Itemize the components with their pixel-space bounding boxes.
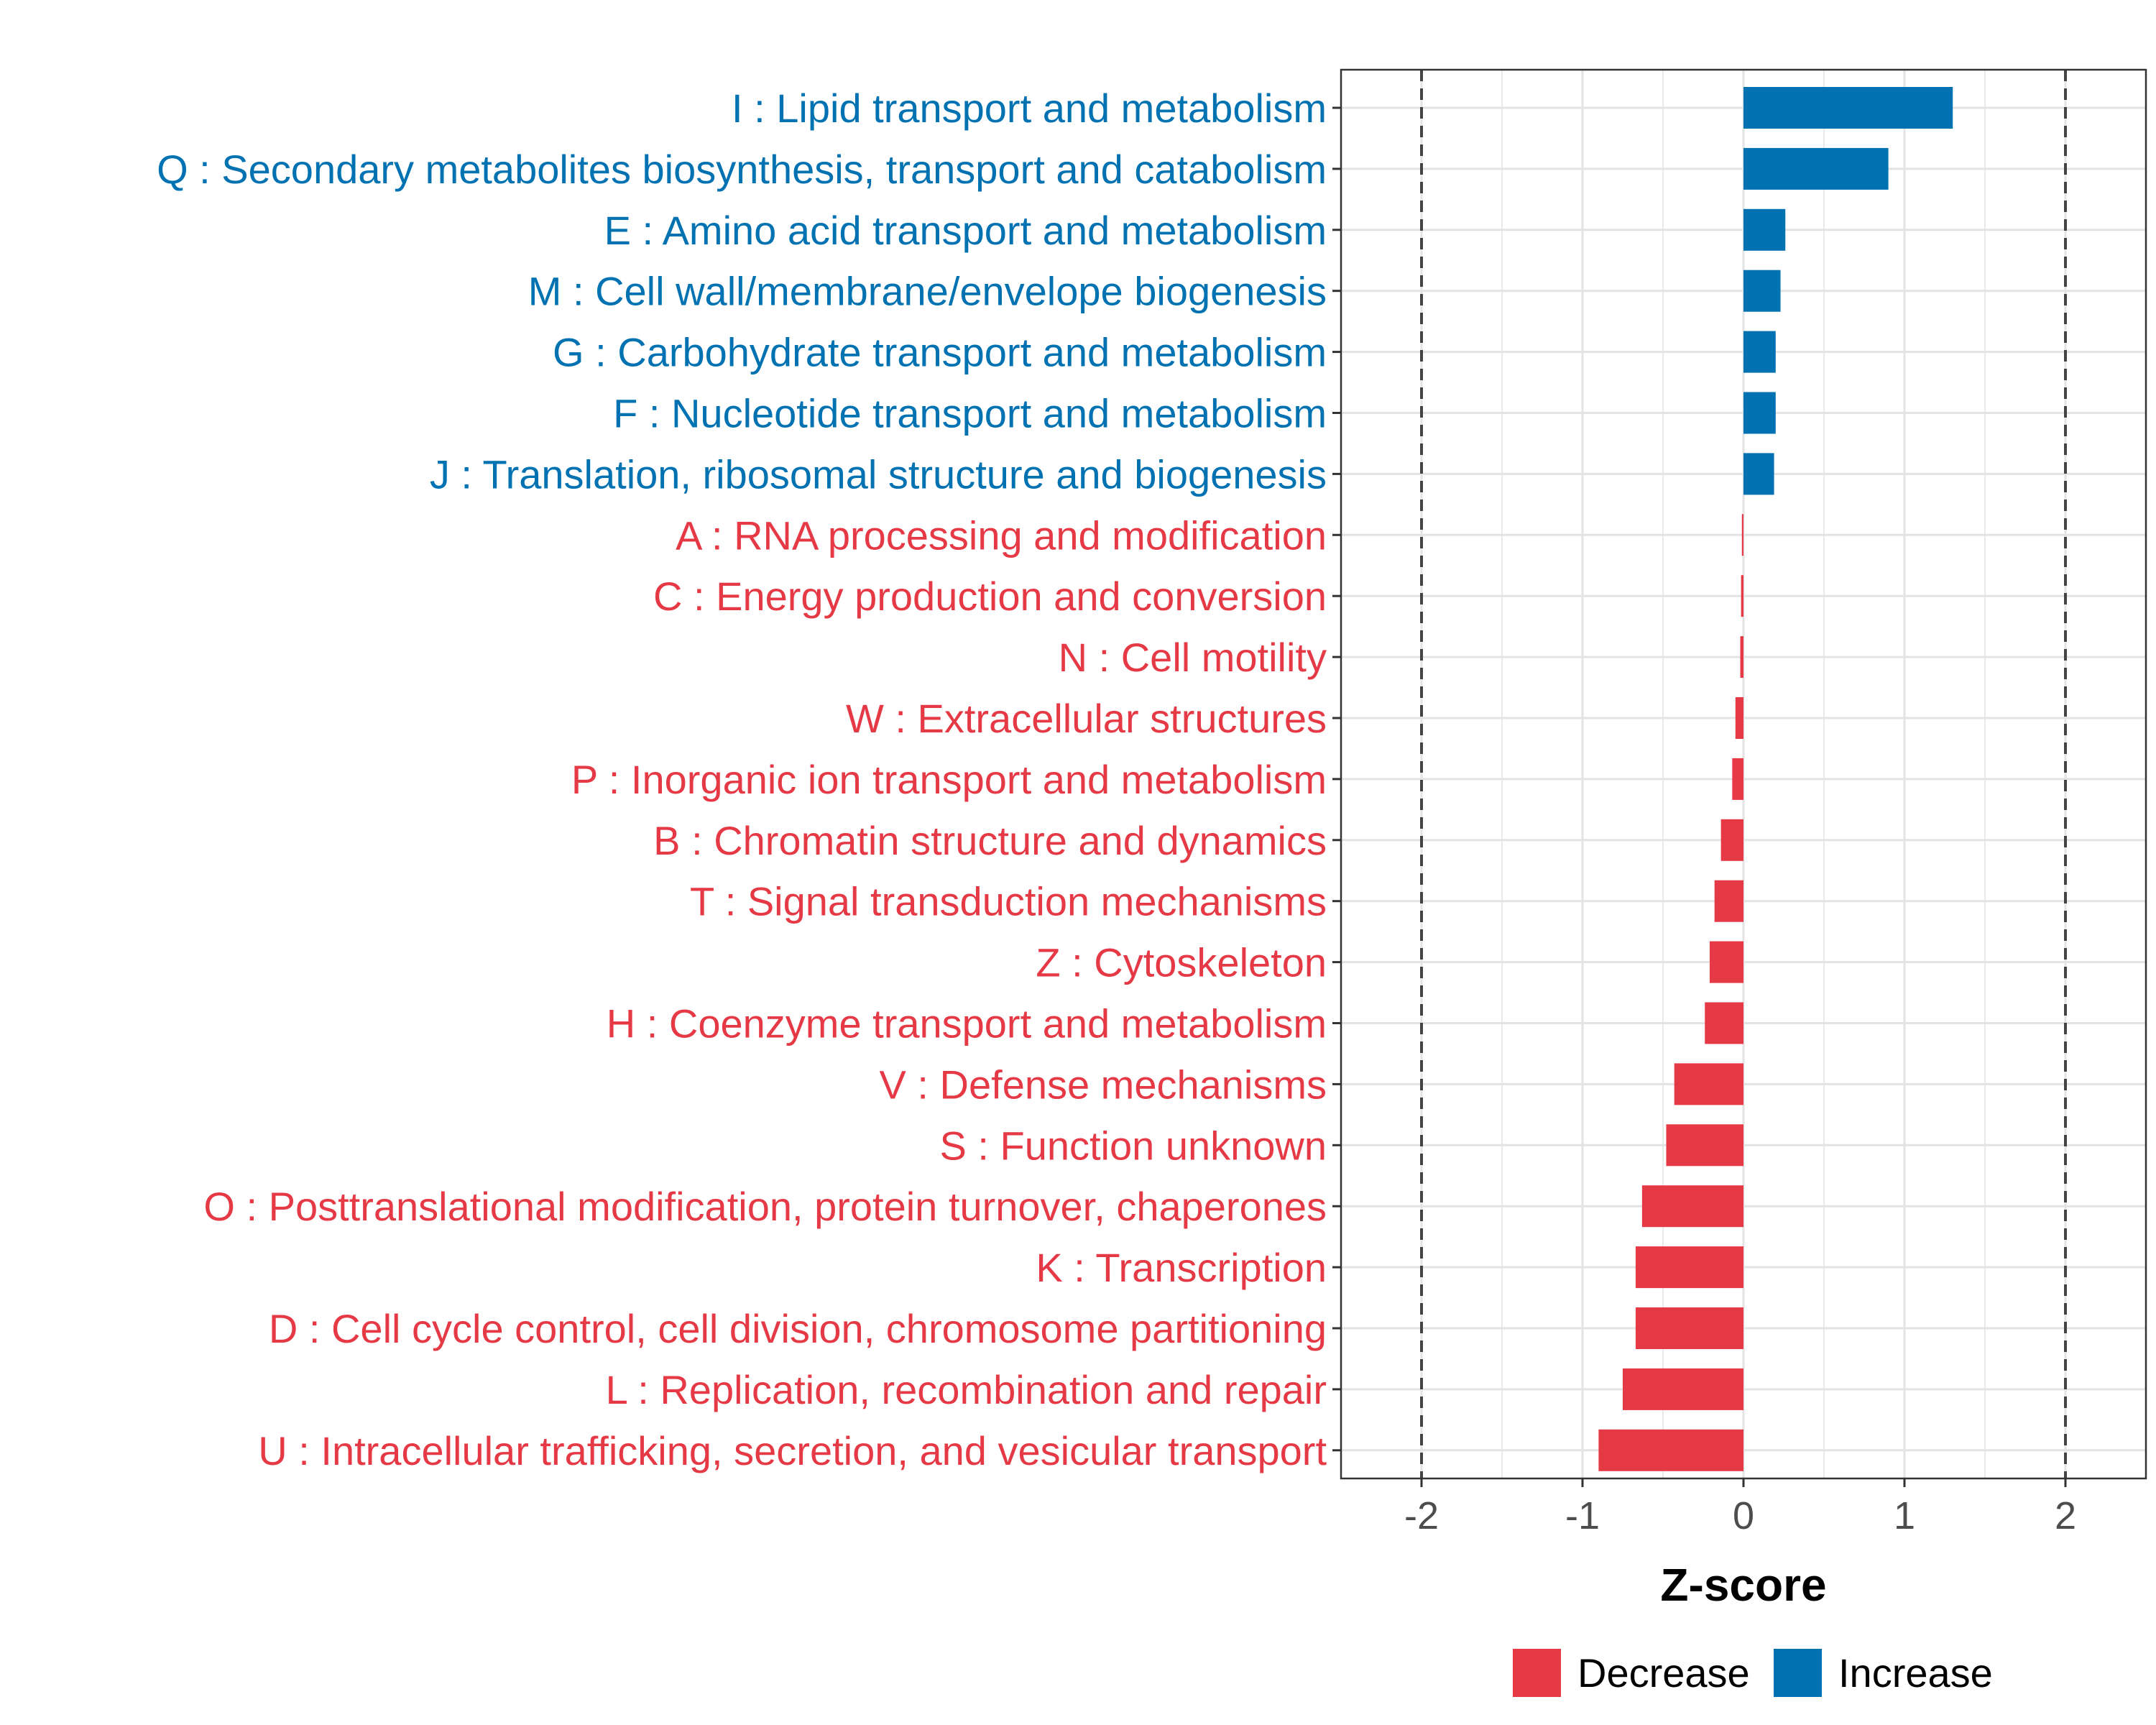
category-label: J : Translation, ribosomal structure and…	[430, 451, 1327, 497]
bar-decrease	[1623, 1368, 1743, 1410]
bar-decrease	[1709, 941, 1743, 983]
bar-decrease	[1674, 1063, 1743, 1105]
category-label: P : Inorganic ion transport and metaboli…	[571, 757, 1327, 802]
category-label: Z : Cytoskeleton	[1036, 940, 1327, 985]
x-tick-label: 2	[2055, 1494, 2076, 1537]
legend-swatch-increase	[1774, 1649, 1822, 1697]
category-label: N : Cell motility	[1059, 635, 1327, 680]
bar-decrease	[1598, 1429, 1743, 1471]
bar-decrease	[1735, 697, 1743, 739]
bar-increase	[1743, 453, 1774, 495]
x-tick-label: -1	[1565, 1494, 1600, 1537]
category-label: S : Function unknown	[939, 1123, 1327, 1168]
bar-decrease	[1714, 880, 1743, 922]
category-label: A : RNA processing and modification	[676, 512, 1327, 558]
category-label: K : Transcription	[1036, 1245, 1327, 1290]
category-label: O : Posttranslational modification, prot…	[203, 1184, 1327, 1229]
legend-label-decrease: Decrease	[1577, 1650, 1750, 1696]
x-tick-label: 0	[1733, 1494, 1754, 1537]
category-label: F : Nucleotide transport and metabolism	[613, 391, 1327, 436]
bar-decrease	[1720, 819, 1743, 861]
y-axis-ticks	[1332, 106, 1341, 1452]
category-label: L : Replication, recombination and repai…	[606, 1367, 1327, 1412]
legend-label-increase: Increase	[1838, 1650, 1993, 1696]
bar-decrease	[1635, 1246, 1743, 1289]
x-tick-label: 1	[1894, 1494, 1915, 1537]
x-axis-ticks: -2 -1 0 1 2	[1404, 1478, 2076, 1537]
bar-increase	[1743, 208, 1786, 251]
category-label: B : Chromatin structure and dynamics	[653, 818, 1327, 863]
bar-increase	[1743, 331, 1776, 373]
bar-layer	[1598, 87, 1953, 1471]
reference-lines	[1420, 70, 2067, 1478]
bar-decrease	[1741, 514, 1743, 556]
category-label: M : Cell wall/membrane/envelope biogenes…	[528, 269, 1327, 314]
category-label: I : Lipid transport and metabolism	[732, 86, 1327, 131]
bar-decrease	[1741, 575, 1743, 617]
category-label: H : Coenzyme transport and metabolism	[607, 1001, 1327, 1046]
bar-decrease	[1666, 1124, 1743, 1167]
category-label: C : Energy production and conversion	[653, 574, 1327, 619]
category-label: V : Defense mechanisms	[880, 1062, 1327, 1107]
bar-decrease	[1641, 1185, 1743, 1228]
bar-increase	[1743, 147, 1889, 190]
x-tick-label: -2	[1404, 1494, 1439, 1537]
category-label: D : Cell cycle control, cell division, c…	[269, 1306, 1327, 1351]
category-label: E : Amino acid transport and metabolism	[604, 208, 1327, 253]
bar-increase	[1743, 87, 1953, 129]
bar-increase	[1743, 392, 1776, 434]
legend-swatch-decrease	[1513, 1649, 1561, 1697]
legend: Decrease Increase	[1513, 1649, 1993, 1697]
category-label: Q : Secondary metabolites biosynthesis, …	[157, 147, 1327, 192]
category-label: W : Extracellular structures	[846, 696, 1327, 741]
category-label: U : Intracellular trafficking, secretion…	[258, 1428, 1327, 1473]
bar-decrease	[1705, 1002, 1743, 1044]
bar-decrease	[1740, 636, 1743, 678]
category-label: T : Signal transduction mechanisms	[690, 879, 1327, 924]
bar-decrease	[1635, 1307, 1743, 1349]
x-axis-title: Z-score	[1660, 1559, 1826, 1611]
bar-increase	[1743, 270, 1781, 312]
bar-decrease	[1732, 758, 1743, 800]
category-labels: I : Lipid transport and metabolism Q : Se…	[157, 86, 1327, 1473]
category-label: G : Carbohydrate transport and metabolis…	[553, 330, 1327, 375]
